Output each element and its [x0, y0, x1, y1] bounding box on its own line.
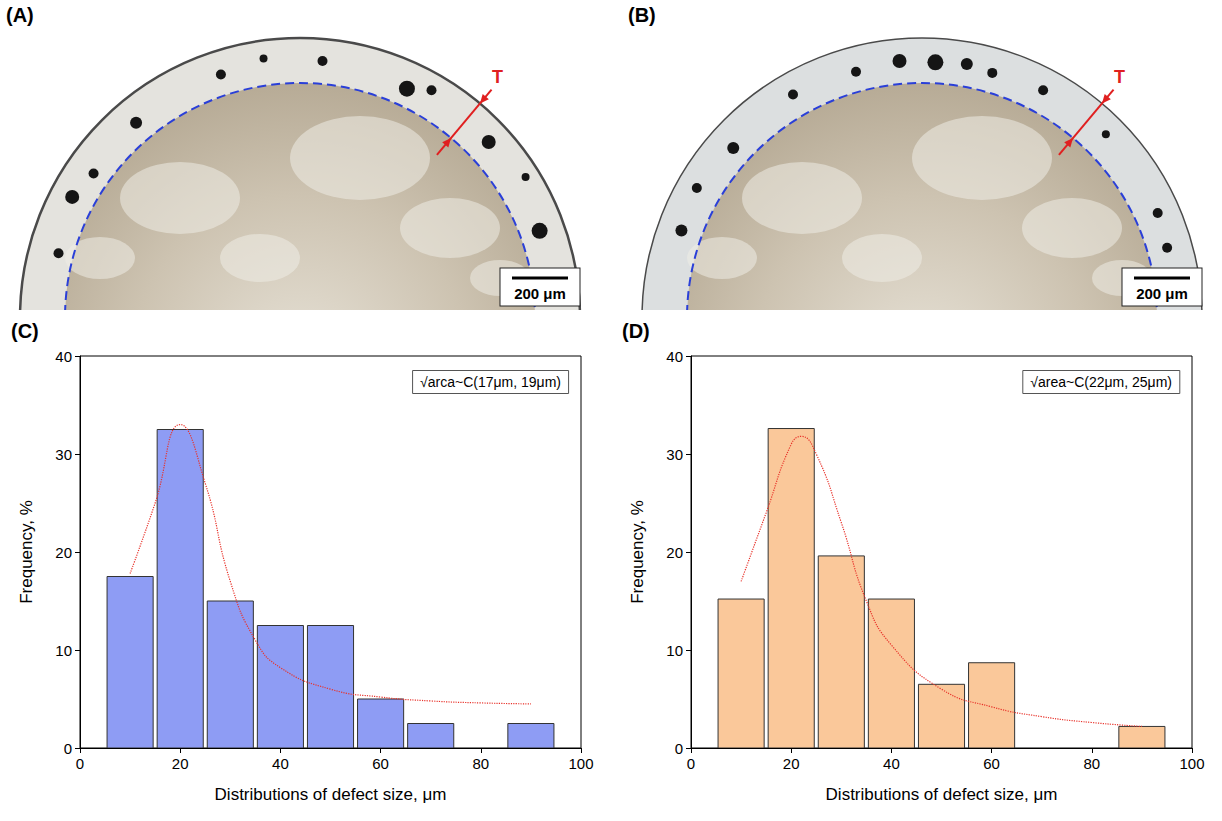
svg-text:30: 30	[55, 446, 72, 463]
svg-text:√area~C(22μm, 25μm): √area~C(22μm, 25μm)	[1030, 374, 1172, 390]
svg-text:10: 10	[666, 642, 683, 659]
svg-text:Distributions of defect size,: Distributions of defect size, μm	[215, 785, 447, 804]
svg-text:20: 20	[55, 544, 72, 561]
svg-text:200 μm: 200 μm	[1136, 285, 1188, 302]
svg-text:(A): (A)	[6, 4, 34, 26]
svg-text:100: 100	[1179, 755, 1204, 772]
svg-text:30: 30	[666, 446, 683, 463]
svg-text:√arca~C(17μm, 19μm): √arca~C(17μm, 19μm)	[420, 374, 561, 390]
svg-text:0: 0	[64, 740, 72, 757]
svg-text:20: 20	[172, 755, 189, 772]
svg-text:20: 20	[783, 755, 800, 772]
svg-text:80: 80	[472, 755, 489, 772]
svg-text:(B): (B)	[628, 4, 656, 26]
svg-text:Distributions of defect size,: Distributions of defect size, μm	[826, 785, 1058, 804]
svg-text:200 μm: 200 μm	[514, 285, 566, 302]
svg-text:40: 40	[55, 348, 72, 365]
svg-text:Frequency, %: Frequency, %	[628, 500, 647, 604]
svg-text:80: 80	[1083, 755, 1100, 772]
svg-text:Frequency, %: Frequency, %	[17, 500, 36, 604]
svg-text:0: 0	[675, 740, 683, 757]
svg-text:T: T	[492, 67, 503, 87]
svg-text:40: 40	[883, 755, 900, 772]
svg-text:60: 60	[983, 755, 1000, 772]
svg-text:40: 40	[272, 755, 289, 772]
svg-text:(D): (D)	[622, 320, 650, 342]
svg-text:60: 60	[372, 755, 389, 772]
svg-text:(C): (C)	[11, 320, 39, 342]
svg-text:0: 0	[687, 755, 695, 772]
svg-text:10: 10	[55, 642, 72, 659]
svg-text:T: T	[1114, 67, 1125, 87]
svg-text:40: 40	[666, 348, 683, 365]
svg-text:100: 100	[568, 755, 593, 772]
svg-text:20: 20	[666, 544, 683, 561]
svg-text:0: 0	[76, 755, 84, 772]
